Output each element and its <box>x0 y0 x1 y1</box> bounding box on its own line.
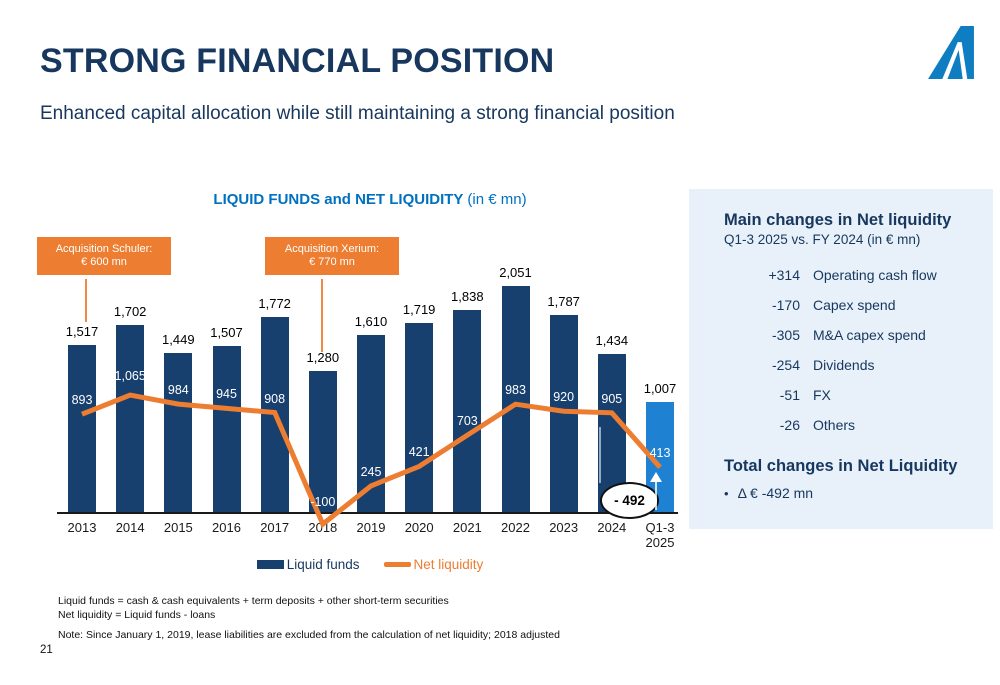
bar-2022 <box>501 286 530 513</box>
row-label: Dividends <box>813 357 875 373</box>
legend-label: Net liquidity <box>413 557 484 572</box>
legend-item-liquid-funds: Liquid funds <box>256 557 360 572</box>
row-value: +314 <box>768 267 800 283</box>
callout-schuler-line1: Acquisition Schuler: <box>55 242 153 255</box>
callout-connector-line <box>85 279 87 322</box>
row-value: -170 <box>771 297 800 313</box>
bar-value-label: 1,787 <box>547 294 580 310</box>
row-value: -254 <box>771 357 800 373</box>
panel-row: -170 Capex spend <box>724 290 977 320</box>
net-liquidity-changes-panel: Main changes in Net liquidity Q1-3 2025 … <box>689 189 993 529</box>
row-value: -51 <box>779 387 800 403</box>
row-label: FX <box>813 387 831 403</box>
row-label: Others <box>813 417 856 433</box>
line-value-label: 703 <box>456 414 478 429</box>
footnote-net-liquidity: Net liquidity = Liquid funds - loans <box>58 609 216 621</box>
row-label: Capex spend <box>813 297 896 313</box>
delta-annotation-oval: - 492 <box>600 482 659 519</box>
row-value: -26 <box>779 417 800 433</box>
bar-value-label: 1,434 <box>595 333 629 349</box>
callout-acquisition-xerium: Acquisition Xerium: € 770 mn <box>265 237 399 275</box>
line-value-label: 245 <box>360 464 382 479</box>
panel-subheading: Q1-3 2025 vs. FY 2024 (in € mn) <box>724 232 921 247</box>
bar-value-label: 1,007 <box>643 380 677 396</box>
panel-row: +314 Operating cash flow <box>724 260 977 290</box>
chart-title-unit: (in € mn) <box>467 191 527 208</box>
callout-schuler-line2: € 600 mn <box>81 256 127 268</box>
delta-annotation-tick <box>599 427 601 483</box>
panel-row: -26 Others <box>724 410 977 440</box>
bar-2021 <box>453 309 482 513</box>
footnotes: Liquid funds = cash & cash equivalents +… <box>58 594 560 642</box>
bar-2014 <box>116 324 145 513</box>
bar-2017 <box>260 316 289 513</box>
line-value-label: -100 <box>310 495 336 510</box>
chart-title-main: LIQUID FUNDS and NET LIQUIDITY <box>213 191 464 208</box>
panel-rows: +314 Operating cash flow -170 Capex spen… <box>724 260 977 440</box>
panel-total-value: Δ € -492 mn <box>737 485 814 501</box>
row-label: M&A capex spend <box>813 327 926 343</box>
chart-title: LIQUID FUNDS and NET LIQUIDITY (in € mn) <box>58 191 682 208</box>
bar-value-label: 1,610 <box>354 313 388 329</box>
legend-item-net-liquidity: Net liquidity <box>383 557 484 572</box>
legend-line-swatch <box>383 562 411 567</box>
bar-2013 <box>68 345 96 513</box>
bar-value-label: 1,449 <box>162 331 195 347</box>
panel-total-heading: Total changes in Net Liquidity <box>724 457 958 475</box>
panel-total-bullet: • Δ € -492 mn <box>724 485 977 501</box>
row-value: -305 <box>771 327 800 343</box>
bar-value-label: 1,719 <box>402 301 436 317</box>
line-value-label: 908 <box>264 391 286 406</box>
panel-row: -305 M&A capex spend <box>724 320 977 350</box>
callout-connector-line <box>321 279 323 352</box>
x-axis-tick-label: Q1-3 2025 <box>645 520 675 550</box>
bar-value-label: 1,838 <box>451 288 484 304</box>
delta-annotation-arrow-icon <box>650 472 662 482</box>
bar-value-label: 1,507 <box>210 325 243 341</box>
line-value-label: 1,065 <box>114 369 146 384</box>
andritz-logo-icon <box>928 26 974 79</box>
bar-value-label: 1,517 <box>65 324 99 340</box>
x-axis-line <box>57 512 678 514</box>
page-number: 21 <box>40 644 53 656</box>
footnote-note: Note: Since January 1, 2019, lease liabi… <box>58 629 560 641</box>
footnote-liquid-funds: Liquid funds = cash & cash equivalents +… <box>58 595 449 607</box>
legend-label: Liquid funds <box>286 557 360 572</box>
bullet-icon: • <box>724 485 729 501</box>
callout-xerium-line2: € 770 mn <box>309 256 355 268</box>
row-label: Operating cash flow <box>813 267 937 283</box>
panel-row: -51 FX <box>724 380 977 410</box>
bar-value-label: 2,051 <box>499 265 532 280</box>
line-value-label: 421 <box>408 445 430 460</box>
callout-xerium-line1: Acquisition Xerium: <box>284 242 380 255</box>
line-value-label: 413 <box>649 446 671 461</box>
line-value-label: 905 <box>601 391 623 406</box>
legend-bar-swatch <box>256 560 284 569</box>
bar-value-label: 1,280 <box>306 350 340 366</box>
page-subtitle: Enhanced capital allocation while still … <box>40 103 675 124</box>
delta-annotation-arrow-stem <box>655 482 657 510</box>
bar-value-label: 1,702 <box>113 303 147 319</box>
panel-heading: Main changes in Net liquidity <box>724 211 952 229</box>
bar-2016 <box>212 346 241 513</box>
bar-2015 <box>164 352 193 513</box>
callout-acquisition-schuler: Acquisition Schuler: € 600 mn <box>37 237 171 275</box>
bar-value-label: 1,772 <box>258 295 291 311</box>
line-value-label: 893 <box>71 393 93 408</box>
page-title: STRONG FINANCIAL POSITION <box>40 42 555 80</box>
bar-2020 <box>405 322 434 513</box>
bar-2018 <box>308 371 337 513</box>
panel-row: -254 Dividends <box>724 350 977 380</box>
chart-legend: Liquid funds Net liquidity <box>58 557 682 572</box>
